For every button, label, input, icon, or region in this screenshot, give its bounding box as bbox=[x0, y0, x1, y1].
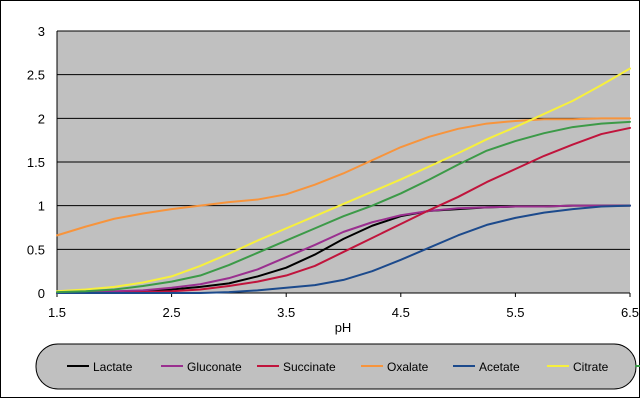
series-line-citrate bbox=[56, 67, 631, 293]
legend-label-gluconate: Gluconate bbox=[187, 360, 242, 374]
series-lines bbox=[56, 67, 631, 294]
legend-label-oxalate: Oxalate bbox=[387, 360, 429, 374]
series-line-acetate bbox=[56, 204, 631, 294]
x-axis-tick-labels: 1.5 2.5 3.5 4.5 5.5 6.5 bbox=[48, 305, 639, 320]
series-line-malate bbox=[56, 120, 631, 294]
y-tick-label: 0 bbox=[38, 286, 45, 301]
y-tick-label: 1.5 bbox=[27, 155, 45, 170]
x-axis-title: pH bbox=[335, 320, 352, 335]
y-tick-label: 3 bbox=[38, 24, 45, 39]
x-tick-label: 5.5 bbox=[506, 305, 524, 320]
y-tick-label: 1 bbox=[38, 199, 45, 214]
x-tick-label: 6.5 bbox=[621, 305, 639, 320]
legend-label-lactate: Lactate bbox=[93, 360, 133, 374]
y-tick-label: 0.5 bbox=[27, 242, 45, 257]
series-line-oxalate bbox=[56, 117, 631, 237]
legend: Lactate Gluconate Succinate Oxalate Acetate C… bbox=[35, 343, 640, 390]
legend-label-citrate: Citrate bbox=[573, 360, 609, 374]
x-tick-label: 2.5 bbox=[163, 305, 181, 320]
series-line-succinate bbox=[56, 126, 631, 294]
x-tick-label: 3.5 bbox=[277, 305, 295, 320]
x-tick-label: 4.5 bbox=[392, 305, 410, 320]
y-tick-label: 2 bbox=[38, 111, 45, 126]
y-tick-label: 2.5 bbox=[27, 68, 45, 83]
legend-label-succinate: Succinate bbox=[283, 360, 336, 374]
series-line-gluconate bbox=[56, 204, 631, 294]
y-axis-tick-labels: 0 0.5 1 1.5 2 2.5 3 bbox=[27, 24, 45, 301]
legend-label-acetate: Acetate bbox=[479, 360, 520, 374]
x-tick-label: 1.5 bbox=[48, 305, 66, 320]
